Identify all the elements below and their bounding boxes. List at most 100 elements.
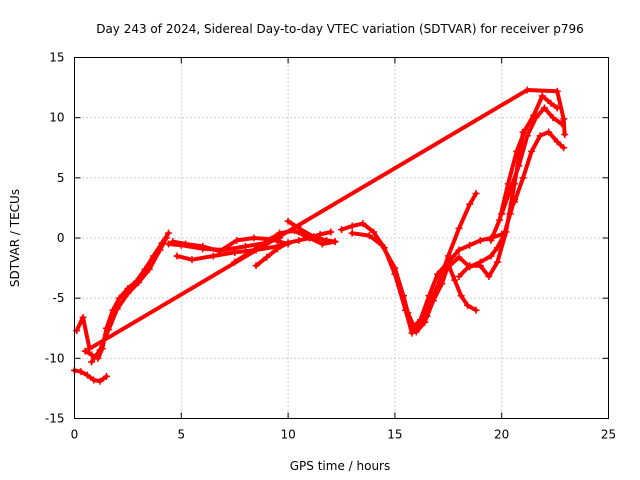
- data-point: [553, 138, 561, 146]
- data-point: [553, 87, 561, 95]
- data-point: [348, 222, 356, 230]
- data-point: [472, 189, 480, 197]
- x-tick-label: 15: [387, 428, 402, 442]
- data-point: [348, 229, 356, 237]
- data-point: [88, 351, 96, 359]
- data-point: [423, 312, 431, 320]
- data-point: [156, 246, 164, 254]
- x-tick-label: 10: [280, 428, 295, 442]
- data-point: [434, 285, 442, 293]
- data-point: [173, 252, 181, 260]
- data-point: [466, 262, 474, 270]
- series-16: [498, 104, 566, 218]
- y-tick-label: -5: [53, 291, 65, 305]
- data-point: [96, 377, 104, 385]
- data-point: [327, 228, 335, 236]
- data-point: [412, 328, 420, 336]
- data-point: [549, 114, 557, 122]
- data-point: [359, 220, 367, 228]
- data-point: [540, 104, 548, 112]
- x-tick-label: 20: [494, 428, 509, 442]
- data-point: [250, 234, 258, 242]
- data-point: [310, 233, 318, 241]
- y-tick-label: 5: [57, 171, 65, 185]
- data-point: [496, 216, 504, 224]
- data-point: [233, 236, 241, 244]
- x-tick-labels: 0 5 10 15 20 25: [71, 428, 616, 442]
- data-point: [532, 114, 540, 122]
- data-point: [455, 246, 463, 254]
- data-point: [472, 306, 480, 314]
- data-point: [502, 228, 510, 236]
- data-point: [378, 241, 386, 249]
- data-point: [284, 217, 292, 225]
- data-point: [145, 265, 153, 273]
- y-tick-label: 10: [49, 111, 64, 125]
- data-point: [444, 252, 452, 260]
- data-point: [241, 242, 249, 250]
- data-point: [417, 316, 425, 324]
- y-tick-labels: -15 -10 -5 0 5 10 15: [45, 51, 65, 426]
- data-point: [528, 147, 536, 155]
- data-point: [295, 236, 303, 244]
- y-tick-label: -10: [45, 351, 65, 365]
- x-axis-label: GPS time / hours: [290, 459, 391, 473]
- data-point: [538, 92, 546, 100]
- data-point: [209, 252, 217, 260]
- chart-title: Day 243 of 2024, Sidereal Day-to-day VTE…: [96, 22, 584, 36]
- data-point: [457, 292, 465, 300]
- data-point: [523, 132, 531, 140]
- data-point: [370, 228, 378, 236]
- x-tick-label: 5: [177, 428, 185, 442]
- data-point: [90, 376, 98, 384]
- data-point: [464, 301, 472, 309]
- axis-ticks: [74, 57, 609, 419]
- data-point: [560, 144, 568, 152]
- data-point: [115, 294, 123, 302]
- data-point: [252, 262, 260, 270]
- data-point: [511, 198, 519, 206]
- data-point: [231, 248, 239, 256]
- data-point: [487, 236, 495, 244]
- series-trace: [74, 88, 567, 351]
- data-point: [451, 276, 459, 284]
- data-point: [455, 253, 463, 261]
- data-series: [71, 86, 569, 385]
- data-point: [547, 99, 555, 107]
- data-point: [498, 210, 506, 218]
- y-axis-label: SDTVAR / TECUs: [8, 189, 22, 287]
- y-tick-label: 0: [57, 231, 65, 245]
- data-point: [545, 128, 553, 136]
- data-point: [399, 292, 407, 300]
- data-point: [135, 279, 143, 287]
- data-point: [85, 345, 93, 353]
- data-point: [273, 245, 281, 253]
- x-tick-label: 25: [601, 428, 616, 442]
- data-point: [404, 309, 412, 317]
- data-point: [83, 371, 91, 379]
- data-point: [323, 236, 331, 244]
- data-point: [103, 372, 111, 380]
- data-point: [519, 174, 527, 182]
- data-point: [297, 226, 305, 234]
- data-point: [81, 347, 89, 355]
- data-point: [560, 115, 568, 123]
- data-point: [485, 273, 493, 281]
- series-trace: [499, 106, 564, 216]
- data-point: [523, 86, 531, 94]
- data-point: [515, 162, 523, 170]
- data-point: [162, 234, 170, 242]
- data-point: [391, 264, 399, 272]
- data-point: [506, 186, 514, 194]
- data-point: [105, 325, 113, 333]
- data-point: [164, 240, 172, 248]
- data-point: [188, 256, 196, 264]
- data-point: [476, 262, 484, 270]
- data-point: [164, 229, 172, 237]
- data-point: [444, 263, 452, 271]
- y-tick-label: -15: [45, 412, 65, 426]
- x-tick-label: 0: [71, 428, 79, 442]
- series-18: [73, 86, 569, 353]
- data-point: [96, 346, 104, 354]
